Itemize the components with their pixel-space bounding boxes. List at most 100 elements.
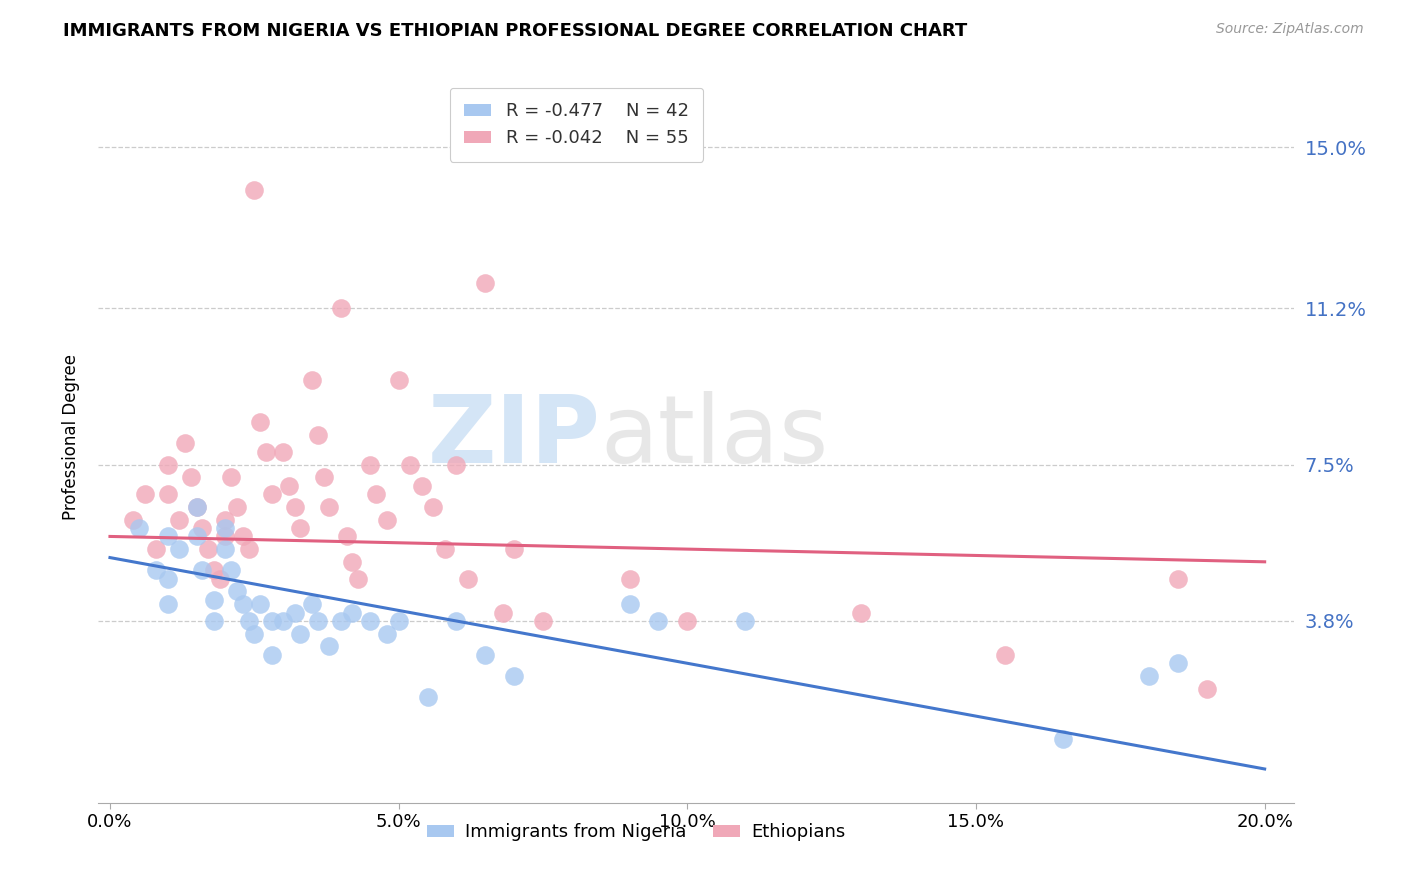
Point: [301, 373, 323, 387]
Point: [1167, 572, 1189, 586]
Point: [271, 614, 294, 628]
Point: [219, 563, 242, 577]
Point: [232, 597, 254, 611]
Point: [167, 542, 190, 557]
Point: [342, 555, 364, 569]
Point: [849, 606, 872, 620]
Point: [399, 458, 422, 472]
Point: [676, 614, 699, 628]
Point: [307, 428, 329, 442]
Point: [364, 487, 387, 501]
Point: [503, 542, 526, 557]
Point: [191, 563, 214, 577]
Point: [122, 512, 145, 526]
Point: [388, 614, 411, 628]
Point: [342, 606, 364, 620]
Point: [260, 487, 283, 501]
Point: [238, 542, 260, 557]
Point: [329, 614, 352, 628]
Point: [156, 458, 179, 472]
Point: [271, 445, 294, 459]
Point: [214, 529, 236, 543]
Text: Source: ZipAtlas.com: Source: ZipAtlas.com: [1216, 22, 1364, 37]
Point: [503, 669, 526, 683]
Point: [232, 529, 254, 543]
Point: [214, 521, 236, 535]
Point: [208, 572, 231, 586]
Point: [156, 572, 179, 586]
Point: [226, 500, 249, 514]
Y-axis label: Professional Degree: Professional Degree: [62, 354, 80, 520]
Point: [278, 479, 301, 493]
Point: [307, 614, 329, 628]
Point: [284, 500, 307, 514]
Point: [446, 614, 468, 628]
Point: [359, 458, 381, 472]
Point: [197, 542, 219, 557]
Point: [238, 614, 260, 628]
Point: [375, 512, 398, 526]
Point: [202, 563, 225, 577]
Point: [243, 183, 266, 197]
Point: [1137, 669, 1160, 683]
Point: [186, 500, 208, 514]
Point: [318, 500, 340, 514]
Point: [202, 592, 225, 607]
Point: [301, 597, 323, 611]
Point: [388, 373, 411, 387]
Point: [202, 614, 225, 628]
Point: [186, 529, 208, 543]
Legend: Immigrants from Nigeria, Ethiopians: Immigrants from Nigeria, Ethiopians: [420, 816, 852, 848]
Point: [994, 648, 1017, 662]
Point: [128, 521, 150, 535]
Point: [416, 690, 439, 705]
Point: [134, 487, 156, 501]
Point: [226, 584, 249, 599]
Point: [619, 572, 641, 586]
Point: [290, 626, 312, 640]
Point: [214, 512, 236, 526]
Point: [647, 614, 669, 628]
Text: IMMIGRANTS FROM NIGERIA VS ETHIOPIAN PROFESSIONAL DEGREE CORRELATION CHART: IMMIGRANTS FROM NIGERIA VS ETHIOPIAN PRO…: [63, 22, 967, 40]
Point: [734, 614, 756, 628]
Point: [619, 597, 641, 611]
Point: [284, 606, 307, 620]
Point: [260, 648, 283, 662]
Point: [491, 606, 513, 620]
Point: [260, 614, 283, 628]
Point: [243, 626, 266, 640]
Point: [375, 626, 398, 640]
Point: [1167, 657, 1189, 671]
Point: [1052, 732, 1074, 747]
Text: ZIP: ZIP: [427, 391, 600, 483]
Point: [422, 500, 444, 514]
Point: [329, 301, 352, 315]
Point: [318, 640, 340, 654]
Point: [411, 479, 433, 493]
Point: [180, 470, 202, 484]
Point: [347, 572, 370, 586]
Point: [312, 470, 335, 484]
Point: [145, 542, 167, 557]
Point: [254, 445, 277, 459]
Point: [145, 563, 167, 577]
Point: [336, 529, 359, 543]
Point: [219, 470, 242, 484]
Point: [156, 597, 179, 611]
Point: [1195, 681, 1218, 696]
Point: [214, 542, 236, 557]
Point: [457, 572, 479, 586]
Point: [186, 500, 208, 514]
Point: [531, 614, 554, 628]
Point: [156, 529, 179, 543]
Point: [156, 487, 179, 501]
Point: [446, 458, 468, 472]
Point: [249, 597, 271, 611]
Point: [290, 521, 312, 535]
Point: [474, 648, 496, 662]
Point: [433, 542, 456, 557]
Text: atlas: atlas: [600, 391, 828, 483]
Point: [359, 614, 381, 628]
Point: [174, 436, 197, 450]
Point: [474, 276, 496, 290]
